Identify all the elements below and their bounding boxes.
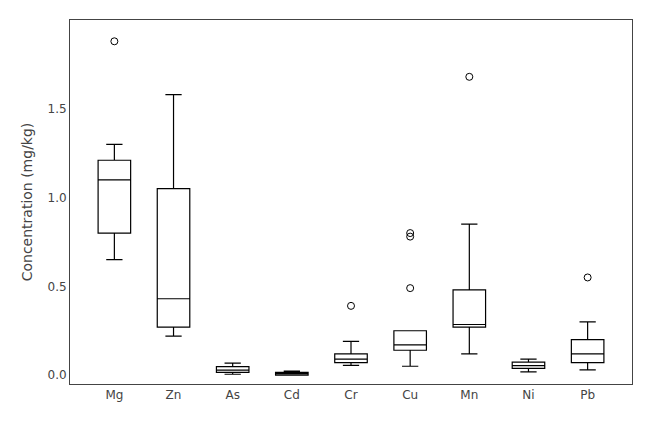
svg-text:Cr: Cr (344, 388, 357, 402)
svg-text:1.5: 1.5 (48, 102, 67, 116)
svg-text:Ni: Ni (522, 388, 534, 402)
svg-text:Zn: Zn (166, 388, 182, 402)
svg-text:As: As (225, 388, 239, 402)
svg-text:0.5: 0.5 (48, 280, 67, 294)
svg-text:Mn: Mn (460, 388, 478, 402)
svg-text:Pb: Pb (580, 388, 595, 402)
svg-text:Mg: Mg (105, 388, 123, 402)
svg-text:Concentration (mg/kg): Concentration (mg/kg) (19, 123, 35, 282)
svg-text:1.0: 1.0 (48, 191, 67, 205)
svg-text:0.0: 0.0 (48, 368, 67, 382)
svg-text:Cd: Cd (284, 388, 300, 402)
svg-text:Cu: Cu (402, 388, 418, 402)
